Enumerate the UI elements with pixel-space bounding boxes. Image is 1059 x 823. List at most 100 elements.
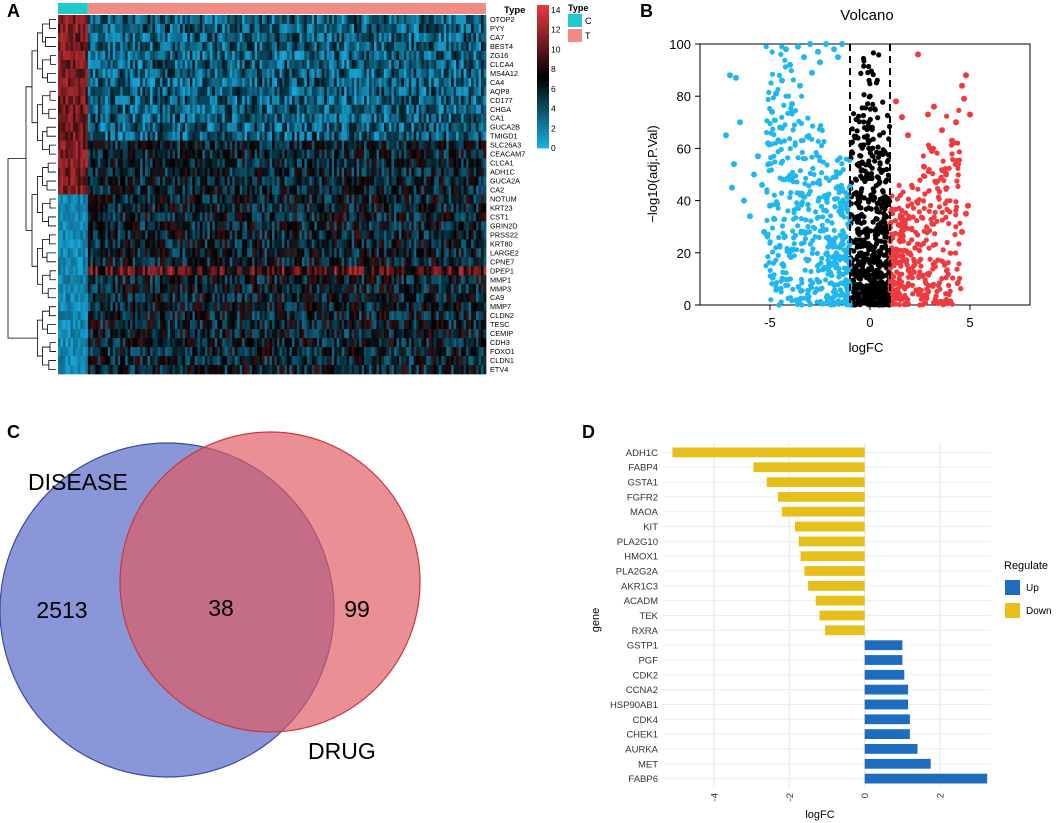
heatmap-cell (426, 212, 430, 222)
heatmap-cell (336, 95, 340, 106)
heatmap-cell (60, 257, 64, 267)
heatmap-cell (234, 32, 238, 43)
heatmap-cell (157, 95, 161, 106)
heatmap-cell (67, 176, 71, 186)
heatmap-cell (130, 140, 133, 150)
heatmap-cell (423, 248, 427, 258)
heatmap-cell (135, 203, 138, 213)
heatmap-cell (92, 122, 96, 133)
heatmap-cell (257, 230, 260, 240)
heatmap-cell (197, 59, 201, 70)
heatmap-cell (249, 32, 253, 43)
heatmap-cell (259, 86, 263, 97)
heatmap-cell (107, 257, 111, 267)
heatmap-cell (257, 113, 260, 124)
heatmap-cell (431, 77, 435, 88)
heatmap-cell (112, 23, 116, 34)
heatmap-cell (167, 50, 171, 61)
heatmap-cell (95, 203, 99, 213)
heatmap-cell (433, 203, 437, 213)
heatmap-cell (366, 23, 370, 34)
heatmap-cell (239, 248, 243, 258)
heatmap-cell (227, 257, 231, 267)
heatmap-cell (229, 68, 233, 79)
heatmap-cell (344, 203, 347, 213)
heatmap-cell (219, 15, 223, 25)
heatmap-cell (150, 230, 153, 240)
heatmap-cell (456, 32, 459, 43)
heatmap-cell (92, 23, 96, 34)
heatmap-cell (157, 239, 161, 249)
heatmap-cell (127, 131, 131, 141)
heatmap-cell (80, 167, 84, 177)
heatmap-cell (359, 239, 362, 249)
heatmap-cell (125, 257, 129, 267)
heatmap-cell (401, 15, 405, 25)
heatmap-cell (60, 50, 64, 61)
heatmap-cell (456, 194, 459, 204)
heatmap-cell (157, 203, 161, 213)
heatmap-cell (361, 41, 365, 52)
heatmap-cell (416, 41, 420, 52)
heatmap-cell (117, 41, 121, 52)
heatmap-cell (259, 140, 263, 150)
heatmap-cell (413, 248, 417, 258)
heatmap-cell (192, 230, 196, 240)
heatmap-cell (473, 185, 477, 195)
dendrogram-branch (42, 59, 51, 79)
heatmap-cell (272, 15, 275, 25)
heatmap-cell (351, 32, 355, 43)
heatmap-cell (359, 122, 362, 133)
heatmap-cell (423, 149, 427, 159)
heatmap-cell (62, 257, 66, 267)
heatmap-cell (202, 59, 206, 70)
heatmap-cell (174, 221, 178, 231)
heatmap-cell (90, 95, 94, 106)
heatmap-cell (408, 95, 412, 106)
heatmap-cell (336, 140, 340, 150)
heatmap-cell (212, 167, 216, 177)
heatmap-cell (344, 77, 347, 88)
heatmap-cell (294, 167, 298, 177)
heatmap-cell (189, 185, 193, 195)
heatmap-cell (222, 122, 226, 133)
heatmap-cell (62, 77, 66, 88)
heatmap-cell (160, 15, 163, 25)
heatmap-cell (381, 212, 385, 222)
heatmap-cell (354, 77, 357, 88)
heatmap-cell (374, 15, 377, 25)
heatmap-cell (67, 266, 71, 276)
heatmap-cell (398, 212, 402, 222)
heatmap-cell (326, 122, 330, 133)
heatmap-cell (189, 194, 193, 204)
heatmap-cell (165, 149, 168, 159)
heatmap-cell (222, 239, 226, 249)
heatmap-cell (147, 59, 151, 70)
dendrogram-branch (7, 158, 38, 339)
dendrogram-branch (49, 306, 56, 317)
heatmap-cell (396, 230, 400, 240)
heatmap-cell (58, 113, 61, 124)
heatmap-cell (326, 41, 330, 52)
heatmap-cell (299, 158, 303, 168)
heatmap-cell (476, 113, 479, 124)
dendrogram-branch (49, 234, 56, 245)
heatmap-cell (431, 212, 435, 222)
heatmap-cell (381, 221, 385, 231)
heatmap-cell (147, 32, 151, 43)
heatmap-cell (421, 86, 425, 97)
heatmap-cell (316, 77, 320, 88)
heatmap-cell (416, 257, 420, 267)
heatmap-cell (264, 167, 268, 177)
heatmap-cell (262, 23, 265, 34)
heatmap-cell (110, 176, 114, 186)
heatmap-cell (471, 32, 474, 43)
heatmap-cell (446, 194, 450, 204)
heatmap-cell (187, 113, 191, 124)
heatmap-cell (117, 77, 121, 88)
heatmap-cell (339, 95, 343, 106)
heatmap-cell (386, 104, 390, 115)
heatmap-cell (371, 32, 375, 43)
heatmap-cell (314, 167, 318, 177)
heatmap-cell (110, 248, 114, 258)
